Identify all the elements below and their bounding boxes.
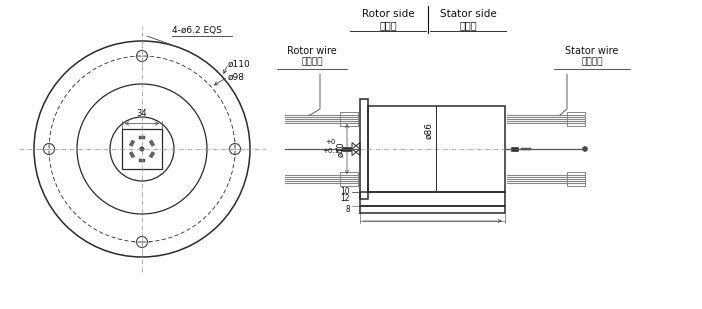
Text: 8: 8 (345, 205, 350, 214)
Bar (567, 112, 585, 125)
Text: 转子边: 转子边 (379, 20, 397, 30)
Bar (368, 106, 505, 192)
Text: ø110: ø110 (228, 60, 251, 69)
Bar (360, 99, 368, 199)
Bar (340, 112, 358, 125)
Text: Rotor wire: Rotor wire (287, 46, 337, 56)
Polygon shape (139, 159, 145, 162)
Text: 定子边: 定子边 (459, 20, 477, 30)
Polygon shape (150, 152, 154, 158)
Text: +0.1: +0.1 (322, 148, 339, 154)
Bar (511, 147, 518, 151)
Bar (567, 172, 585, 186)
Text: 34: 34 (137, 109, 147, 118)
Text: Rotor side: Rotor side (362, 9, 414, 19)
Text: 10: 10 (340, 188, 350, 197)
Text: ø86: ø86 (425, 122, 434, 139)
Text: ø40: ø40 (336, 141, 345, 157)
Bar (342, 147, 351, 151)
Bar (340, 172, 358, 186)
Polygon shape (129, 140, 135, 146)
Text: +0: +0 (325, 139, 336, 145)
Bar (360, 206, 505, 213)
Text: 4-ø6.2 EQS: 4-ø6.2 EQS (172, 27, 222, 36)
Bar (521, 148, 531, 150)
Text: Stator wire: Stator wire (565, 46, 618, 56)
Text: 12: 12 (340, 194, 350, 204)
Text: 定子出线: 定子出线 (581, 57, 603, 66)
Polygon shape (150, 140, 154, 146)
Circle shape (140, 147, 144, 151)
Text: 转子出线: 转子出线 (301, 57, 323, 66)
Circle shape (583, 146, 588, 151)
Bar (122, 129, 162, 169)
Text: ø98: ø98 (228, 73, 245, 82)
Bar (360, 192, 505, 206)
Polygon shape (139, 136, 145, 139)
Text: Stator side: Stator side (439, 9, 496, 19)
Polygon shape (129, 152, 135, 158)
